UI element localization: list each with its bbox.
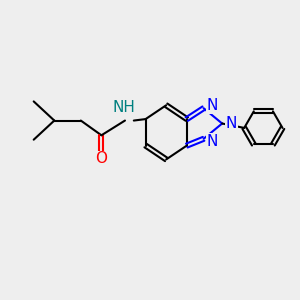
Text: N: N	[226, 116, 237, 131]
Text: O: O	[95, 151, 107, 166]
Text: NH: NH	[112, 100, 135, 115]
Text: N: N	[206, 98, 218, 113]
Text: N: N	[206, 134, 218, 149]
